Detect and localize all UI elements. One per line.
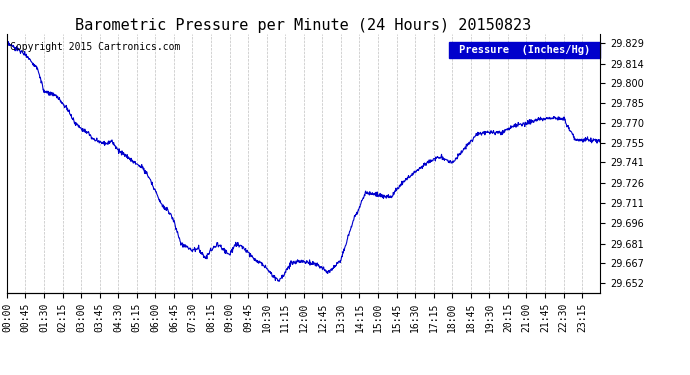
Text: Copyright 2015 Cartronics.com: Copyright 2015 Cartronics.com xyxy=(10,42,180,51)
Text: Pressure  (Inches/Hg): Pressure (Inches/Hg) xyxy=(459,45,590,55)
Title: Barometric Pressure per Minute (24 Hours) 20150823: Barometric Pressure per Minute (24 Hours… xyxy=(75,18,532,33)
Bar xyxy=(449,42,600,58)
